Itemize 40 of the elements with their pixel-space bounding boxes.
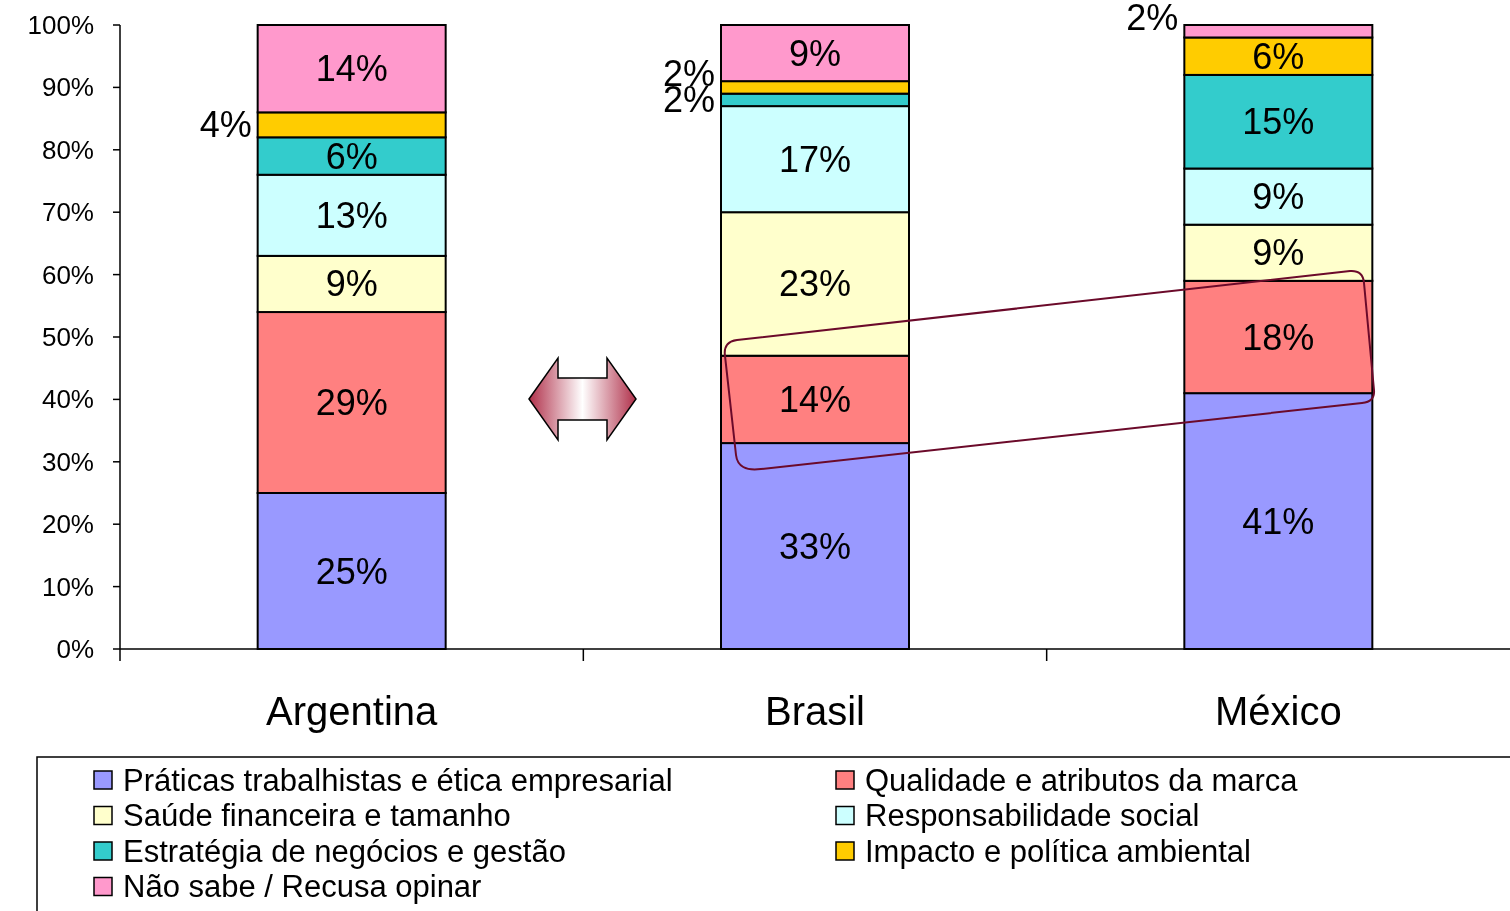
data-label: 6% — [325, 135, 378, 177]
x-tick-label: México — [1214, 689, 1342, 733]
data-label: 9% — [325, 263, 378, 305]
y-tick-label: 0% — [56, 634, 94, 664]
y-tick-label: 50% — [41, 322, 94, 352]
x-tick-label: Argentina — [266, 689, 439, 733]
data-label: 4% — [199, 104, 252, 146]
legend-label: Impacto e política ambiental — [865, 833, 1251, 869]
y-tick-label: 30% — [41, 446, 94, 477]
y-tick-label: 10% — [41, 571, 94, 602]
legend-label: Saúde financeira e tamanho — [123, 798, 511, 833]
x-tick-label: Brasil — [764, 689, 866, 733]
y-tick-label: 60% — [41, 259, 94, 290]
data-label: 18% — [1242, 316, 1315, 358]
data-label: 15% — [1242, 101, 1315, 143]
y-tick-label: 70% — [41, 197, 94, 228]
data-label: 6% — [1252, 35, 1305, 77]
legend-label: Responsabilidade social — [865, 798, 1200, 833]
data-label: 14% — [778, 378, 852, 420]
legend-label: Práticas trabalhistas e ética empresarial — [123, 762, 673, 798]
data-label: 9% — [1252, 232, 1305, 274]
y-tick-label: 90% — [41, 72, 94, 103]
data-label: 25% — [315, 550, 388, 592]
data-label: 14% — [315, 48, 388, 90]
data-label: 2% — [1126, 0, 1179, 38]
y-tick-label: 20% — [41, 509, 94, 540]
legend-label: Não sabe / Recusa opinar — [123, 869, 482, 904]
data-label: 17% — [778, 138, 852, 180]
data-label: 9% — [1252, 176, 1305, 218]
data-label: 29% — [315, 382, 388, 424]
y-tick-label: 100% — [27, 10, 94, 40]
data-label: 33% — [778, 525, 852, 567]
data-label: 41% — [1242, 500, 1315, 542]
data-label: 9% — [788, 32, 842, 74]
legend-label: Qualidade e atributos da marca — [865, 762, 1299, 798]
legend-label: Estratégia de negócios e gestão — [123, 833, 566, 869]
y-tick-label: 40% — [41, 384, 94, 415]
data-label: 23% — [778, 263, 852, 305]
data-label: 13% — [315, 194, 388, 236]
y-tick-label: 80% — [41, 134, 94, 165]
